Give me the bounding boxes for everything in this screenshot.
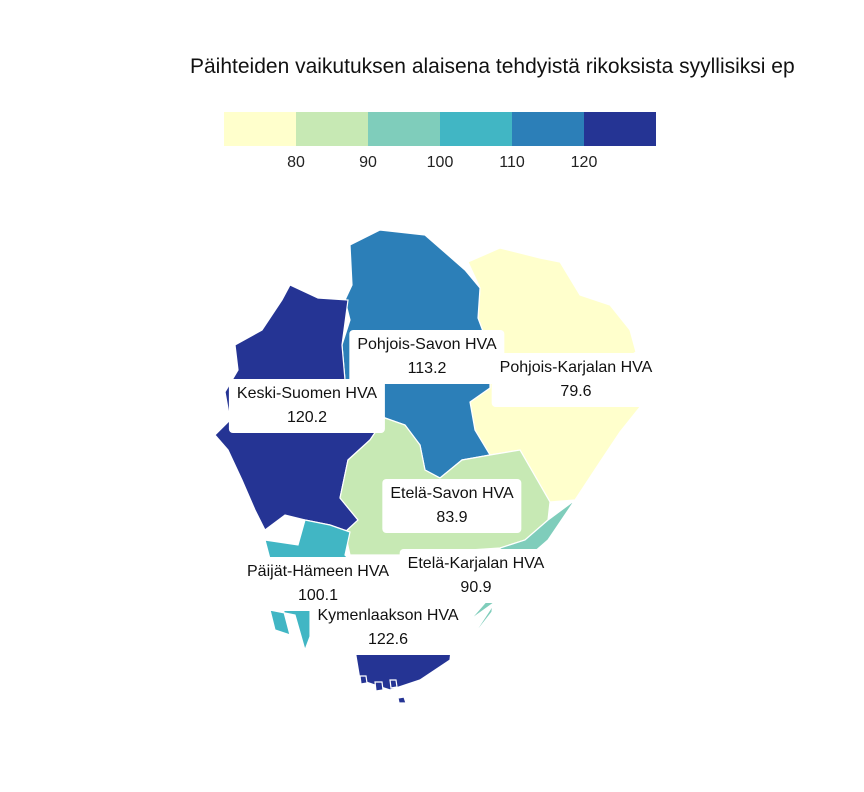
color-legend: 80 90 100 110 120 [224,112,656,171]
label-kymenlaakson: Kymenlaakson HVA 122.6 [309,601,467,655]
label-value: 120.2 [286,409,328,426]
legend-bin [584,112,656,146]
label-value: 113.2 [407,360,447,377]
legend-bin [512,112,584,146]
label-name: Kymenlaakson HVA [317,607,459,624]
island-1 [374,681,384,692]
legend-tick-120: 120 [570,154,598,171]
label-name: Etelä-Savon HVA [390,485,514,502]
label-name: Keski-Suomen HVA [236,385,378,402]
label-name: Päijät-Hämeen HVA [247,563,389,580]
legend-bin [224,112,296,146]
label-etela-savon: Etelä-Savon HVA 83.9 [382,479,522,533]
label-value: 90.9 [460,579,492,596]
label-name: Pohjois-Karjalan HVA [499,359,653,376]
legend-bin [368,112,440,146]
label-value: 122.6 [367,631,409,648]
island-4 [359,675,368,685]
label-name: Pohjois-Savon HVA [357,336,497,353]
legend-tick-110: 110 [499,154,525,171]
island-3 [397,696,407,704]
label-keski-suomen: Keski-Suomen HVA 120.2 [228,379,386,433]
label-pohjois-savon: Pohjois-Savon HVA 113.2 [349,330,505,384]
legend-tick-100: 100 [426,154,454,171]
legend-bin [440,112,512,146]
label-pohjois-karjalan: Pohjois-Karjalan HVA 79.6 [491,353,661,407]
legend-bin [296,112,368,146]
legend-tick-90: 90 [359,154,377,171]
island-2 [389,679,398,689]
label-value: 83.9 [436,509,468,526]
legend-tick-80: 80 [287,154,305,171]
map-title: Päihteiden vaikutuksen alaisena tehdyist… [190,55,795,78]
label-value: 79.6 [560,383,592,400]
label-etela-karjalan: Etelä-Karjalan HVA 90.9 [399,549,553,603]
label-value: 100.1 [297,587,339,604]
label-name: Etelä-Karjalan HVA [407,555,545,572]
